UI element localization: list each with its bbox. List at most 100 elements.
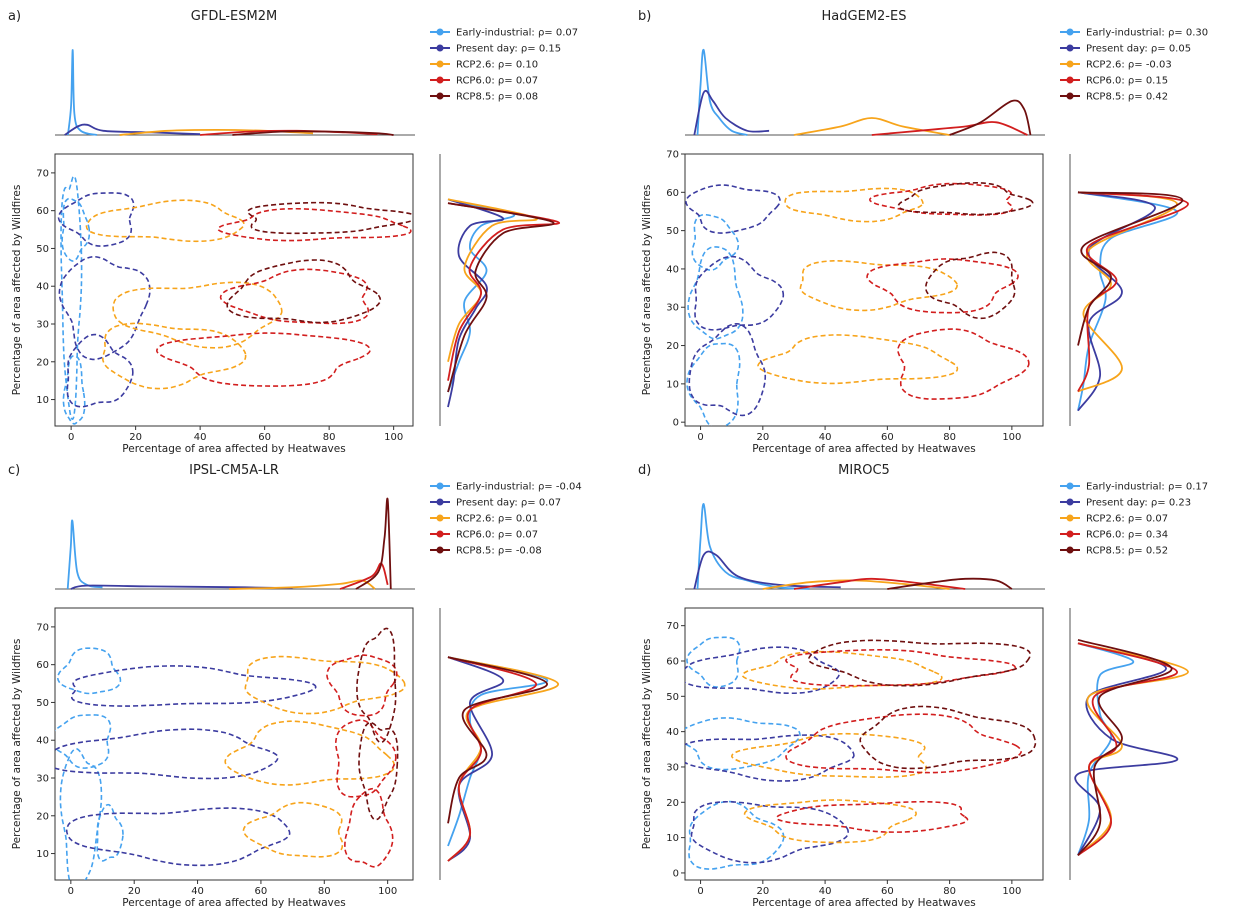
contour-early-industrial <box>686 636 741 688</box>
contour-rcp60 <box>156 332 371 387</box>
y-axis-label: Percentage of area affected by Wildfires <box>11 639 23 850</box>
contour-rcp85 <box>246 201 413 235</box>
top-marginal-curve <box>696 49 748 136</box>
contour-rcp60 <box>869 182 1014 216</box>
y-tick-label: 40 <box>36 736 49 747</box>
panel-label: a) <box>8 9 21 24</box>
contour-rcp60 <box>219 268 370 325</box>
side-marginal-curve <box>447 198 538 363</box>
contour-early-industrial <box>55 714 112 769</box>
panel-b: b) HadGEM2-ES 0 20 40 60 80 100 0 10 20 30 40 50 60 70 P… <box>630 0 1260 455</box>
contour-early-industrial <box>96 803 124 862</box>
x-axis-label: Percentage of area affected by Heatwaves <box>752 443 975 454</box>
x-tick-label: 20 <box>756 886 769 897</box>
y-tick-label: 60 <box>36 660 49 671</box>
contour-group <box>685 182 1034 426</box>
contour-rcp85 <box>807 639 1031 687</box>
contour-early-industrial <box>61 197 91 262</box>
x-tick-label: 20 <box>756 432 769 443</box>
legend-marker <box>436 60 444 68</box>
contour-rcp85 <box>356 627 397 744</box>
legend-marker <box>1066 514 1074 522</box>
x-tick-label: 80 <box>943 886 956 897</box>
chart-title: MIROC5 <box>838 463 890 478</box>
y-tick-label: 30 <box>36 774 49 785</box>
legend-entry: RCP8.5: ρ= 0.42 <box>1086 92 1168 103</box>
contour-rcp26 <box>730 732 927 778</box>
top-marginal-curve <box>793 117 950 136</box>
y-tick-label: 20 <box>36 811 49 822</box>
contour-group <box>57 175 413 425</box>
legend-entry: Present day: ρ= 0.15 <box>456 44 561 55</box>
panel-label: c) <box>8 463 20 478</box>
contour-present-day <box>70 665 317 707</box>
contour-group <box>685 636 1037 870</box>
top-marginal-curve <box>64 123 201 136</box>
x-tick-label: 40 <box>819 432 832 443</box>
top-marginal-curve <box>232 130 394 136</box>
contour-rcp26 <box>102 322 247 390</box>
x-tick-label: 20 <box>128 886 141 897</box>
x-axis-label: Percentage of area affected by Heatwaves <box>122 443 345 454</box>
y-tick-label: 20 <box>666 798 679 809</box>
panel-d-svg: d) MIROC5 0 20 40 60 80 100 0 10 20 30 40 50 60 70 Perce… <box>638 463 1208 909</box>
legend-entry: Early-industrial: ρ= 0.30 <box>1086 28 1208 39</box>
side-marginal-curve <box>1077 191 1178 393</box>
legend-entry: RCP6.0: ρ= 0.07 <box>456 76 538 87</box>
y-tick-label: 30 <box>36 320 49 331</box>
y-tick-label: 70 <box>666 150 679 161</box>
contour-present-day <box>58 255 151 361</box>
contour-rcp26 <box>743 799 917 844</box>
y-axis-label: Percentage of area affected by Wildfires <box>11 185 23 396</box>
contour-rcp85 <box>859 705 1037 770</box>
contour-early-industrial <box>686 342 741 426</box>
y-tick-label: 60 <box>36 206 49 217</box>
contour-present-day <box>685 646 841 695</box>
legend-entry: RCP8.5: ρ= -0.08 <box>456 546 542 557</box>
contour-rcp26 <box>757 334 959 385</box>
x-tick-label: 0 <box>697 432 703 443</box>
top-marginal-curve <box>355 497 392 590</box>
contour-rcp26 <box>244 655 406 715</box>
panel-a: a) GFDL-ESM2M 0 20 40 60 80 100 10 20 30 40 50 60 70 Pe… <box>0 0 630 455</box>
contour-rcp26 <box>85 199 245 243</box>
contour-early-industrial <box>60 175 83 421</box>
y-tick-label: 70 <box>666 621 679 632</box>
legend-marker <box>436 76 444 84</box>
panel-c-svg: c) IPSL-CM5A-LR 0 20 40 60 80 100 10 20 30 40 50 60 70… <box>8 463 582 909</box>
legend-marker <box>436 482 444 490</box>
plot-frame <box>684 607 1044 881</box>
legend-entry: RCP8.5: ρ= 0.52 <box>1086 546 1168 557</box>
legend-marker <box>1066 530 1074 538</box>
contour-early-industrial <box>59 748 103 880</box>
y-tick-label: 50 <box>36 698 49 709</box>
y-tick-label: 50 <box>36 244 49 255</box>
x-tick-label: 0 <box>68 432 74 443</box>
legend-marker <box>1066 92 1074 100</box>
x-tick-label: 60 <box>881 432 894 443</box>
contour-rcp26 <box>112 281 283 349</box>
legend-entry: Early-industrial: ρ= -0.04 <box>456 482 582 493</box>
legend-entry: RCP6.0: ρ= 0.34 <box>1086 530 1168 541</box>
contour-rcp26 <box>799 259 958 312</box>
contour-present-day <box>66 333 134 408</box>
y-axis-label: Percentage of area affected by Wildfires <box>641 639 653 850</box>
panel-label: b) <box>638 9 651 24</box>
legend-marker <box>1066 76 1074 84</box>
legend-marker <box>1066 28 1074 36</box>
chart-title: HadGEM2-ES <box>822 9 907 24</box>
legend-entry: RCP2.6: ρ= 0.01 <box>456 514 538 525</box>
contour-rcp60 <box>785 713 1022 774</box>
legend-entry: RCP2.6: ρ= -0.03 <box>1086 60 1172 71</box>
legend-entry: Early-industrial: ρ= 0.17 <box>1086 482 1208 493</box>
contour-rcp85 <box>226 259 382 324</box>
legend-marker <box>1066 498 1074 506</box>
contour-rcp85 <box>897 182 1034 216</box>
contour-early-industrial <box>56 647 122 695</box>
y-tick-label: 20 <box>36 357 49 368</box>
contour-present-day <box>55 728 279 780</box>
contour-rcp26 <box>741 650 943 690</box>
y-tick-label: 50 <box>666 226 679 237</box>
side-marginal-curve <box>1077 191 1184 346</box>
top-marginal-curve <box>696 503 810 590</box>
